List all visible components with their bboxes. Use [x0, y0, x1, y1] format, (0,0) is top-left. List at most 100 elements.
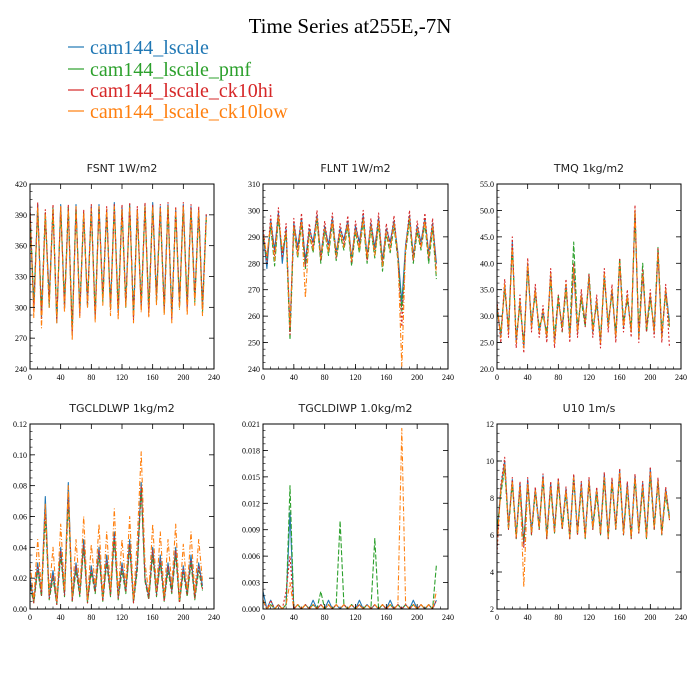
x-tick-label: 0: [28, 373, 32, 382]
panel-5: TGCLDIWP 1.0kg/m2 0 40 80 120 160 200 240 0.000 0…: [242, 402, 454, 622]
series-group: [263, 207, 437, 367]
x-tick-label: 200: [411, 613, 423, 622]
y-tick-label: 360: [15, 242, 27, 251]
legend: cam144_lscale cam144_lscale_pmf cam144_l…: [68, 37, 288, 123]
x-tick-label: 80: [321, 373, 329, 382]
x-tick-label: 240: [208, 613, 220, 622]
series-group: [497, 204, 671, 354]
y-tick-label: 240: [248, 365, 260, 374]
y-tick-label: 290: [248, 233, 260, 242]
x-tick-label: 200: [177, 613, 189, 622]
x-tick-label: 80: [87, 373, 95, 382]
series-line-cam144-lscale-ck10low: [30, 206, 207, 341]
x-tick-label: 40: [290, 373, 298, 382]
plot-frame: [262, 183, 449, 370]
x-tick-label: 0: [261, 373, 265, 382]
x-tick-label: 0: [261, 613, 265, 622]
x-tick-label: 160: [614, 613, 626, 622]
y-tick-label: 25.0: [480, 339, 494, 348]
panel-3: TMQ 1kg/m2 0 40 80 120 160 200 240 20.0 25.0 30.0 3…: [480, 162, 687, 382]
panel-title: FLNT 1W/m2: [320, 162, 390, 175]
series-line-cam144-lscale-ck10low: [497, 209, 671, 349]
y-tick-label: 0.08: [13, 482, 27, 491]
y-tick-label: 250: [248, 339, 260, 348]
y-tick-label: 270: [15, 334, 27, 343]
panel-6: U10 1m/s 0 40 80 120 160 200 240 2 4 6 8 10 12: [486, 402, 687, 622]
series-line-cam144-lscale-ck10hi: [263, 555, 437, 609]
panel-title: FSNT 1W/m2: [87, 162, 158, 175]
x-tick-label: 0: [495, 373, 499, 382]
x-tick-label: 200: [411, 373, 423, 382]
plot-frame: [29, 423, 215, 610]
y-tick-label: 35.0: [480, 286, 494, 295]
x-tick-label: 40: [57, 613, 65, 622]
y-tick-label: 260: [248, 312, 260, 321]
x-tick-label: 120: [350, 373, 362, 382]
series-line-cam144-lscale-ck10low: [497, 464, 671, 588]
y-tick-label: 0.021: [242, 420, 260, 429]
y-tick-label: 0.04: [13, 543, 27, 552]
y-tick-label: 0.018: [242, 446, 260, 455]
y-tick-label: 0.009: [242, 526, 260, 535]
series-line-cam144-lscale-ck10hi: [30, 485, 204, 605]
x-tick-label: 40: [524, 373, 532, 382]
y-tick-label: 300: [248, 206, 260, 215]
panel-title: U10 1m/s: [563, 402, 616, 415]
x-tick-label: 120: [116, 613, 128, 622]
y-tick-label: 6: [490, 531, 494, 540]
panel-title: TGCLDIWP 1.0kg/m2: [297, 402, 412, 415]
series-line-cam144-lscale-ck10low: [30, 451, 204, 602]
panel-4: TGCLDLWP 1kg/m2 0 40 80 120 160 200 240 0.00 0.02…: [13, 402, 220, 622]
x-tick-label: 0: [495, 613, 499, 622]
x-tick-label: 0: [28, 613, 32, 622]
y-tick-label: 390: [15, 211, 27, 220]
x-tick-label: 240: [208, 373, 220, 382]
panel-title: TMQ 1kg/m2: [553, 162, 624, 175]
y-tick-label: 30.0: [480, 312, 494, 321]
x-tick-label: 40: [290, 613, 298, 622]
x-tick-label: 200: [177, 373, 189, 382]
y-tick-label: 420: [15, 180, 27, 189]
x-tick-label: 40: [524, 613, 532, 622]
x-tick-label: 80: [321, 613, 329, 622]
y-tick-label: 10: [486, 457, 494, 466]
legend-label-cam144-lscale-ck10low: cam144_lscale_ck10low: [90, 101, 288, 123]
series-group: [30, 451, 204, 605]
y-tick-label: 310: [248, 180, 260, 189]
y-tick-label: 0.015: [242, 473, 260, 482]
x-tick-label: 240: [442, 613, 454, 622]
x-tick-label: 120: [583, 373, 595, 382]
series-line-cam144-lscale-ck10low: [263, 427, 437, 609]
plot-frame: [262, 423, 449, 610]
y-tick-label: 55.0: [480, 180, 494, 189]
y-tick-label: 330: [15, 273, 27, 282]
y-tick-label: 2: [490, 605, 494, 614]
x-tick-label: 160: [380, 613, 392, 622]
series-group: [497, 456, 671, 588]
x-tick-label: 80: [87, 613, 95, 622]
x-tick-label: 240: [675, 613, 687, 622]
x-tick-label: 120: [116, 373, 128, 382]
series-line-cam144-lscale-pmf: [30, 488, 204, 605]
x-tick-label: 160: [614, 373, 626, 382]
x-tick-label: 160: [147, 613, 159, 622]
panel-1: FSNT 1W/m2 0 40 80 120 160 200 240 240 270 300 330 3…: [15, 162, 220, 382]
y-tick-label: 240: [15, 365, 27, 374]
series-group: [30, 201, 207, 341]
figure-title: Time Series at255E,-7N: [249, 14, 452, 38]
x-tick-label: 120: [583, 613, 595, 622]
x-tick-label: 160: [147, 373, 159, 382]
y-tick-label: 0.10: [13, 451, 27, 460]
series-group: [263, 427, 437, 609]
y-tick-label: 12: [486, 420, 494, 429]
y-tick-label: 0.02: [13, 574, 27, 583]
panel-2: FLNT 1W/m2 0 40 80 120 160 200 240 240 250 260 270 2…: [248, 162, 454, 382]
y-tick-label: 0.003: [242, 579, 260, 588]
y-tick-label: 45.0: [480, 233, 494, 242]
y-tick-label: 270: [248, 286, 260, 295]
panel-title: TGCLDLWP 1kg/m2: [68, 402, 174, 415]
x-tick-label: 120: [350, 613, 362, 622]
y-tick-label: 8: [490, 494, 494, 503]
x-tick-label: 40: [57, 373, 65, 382]
